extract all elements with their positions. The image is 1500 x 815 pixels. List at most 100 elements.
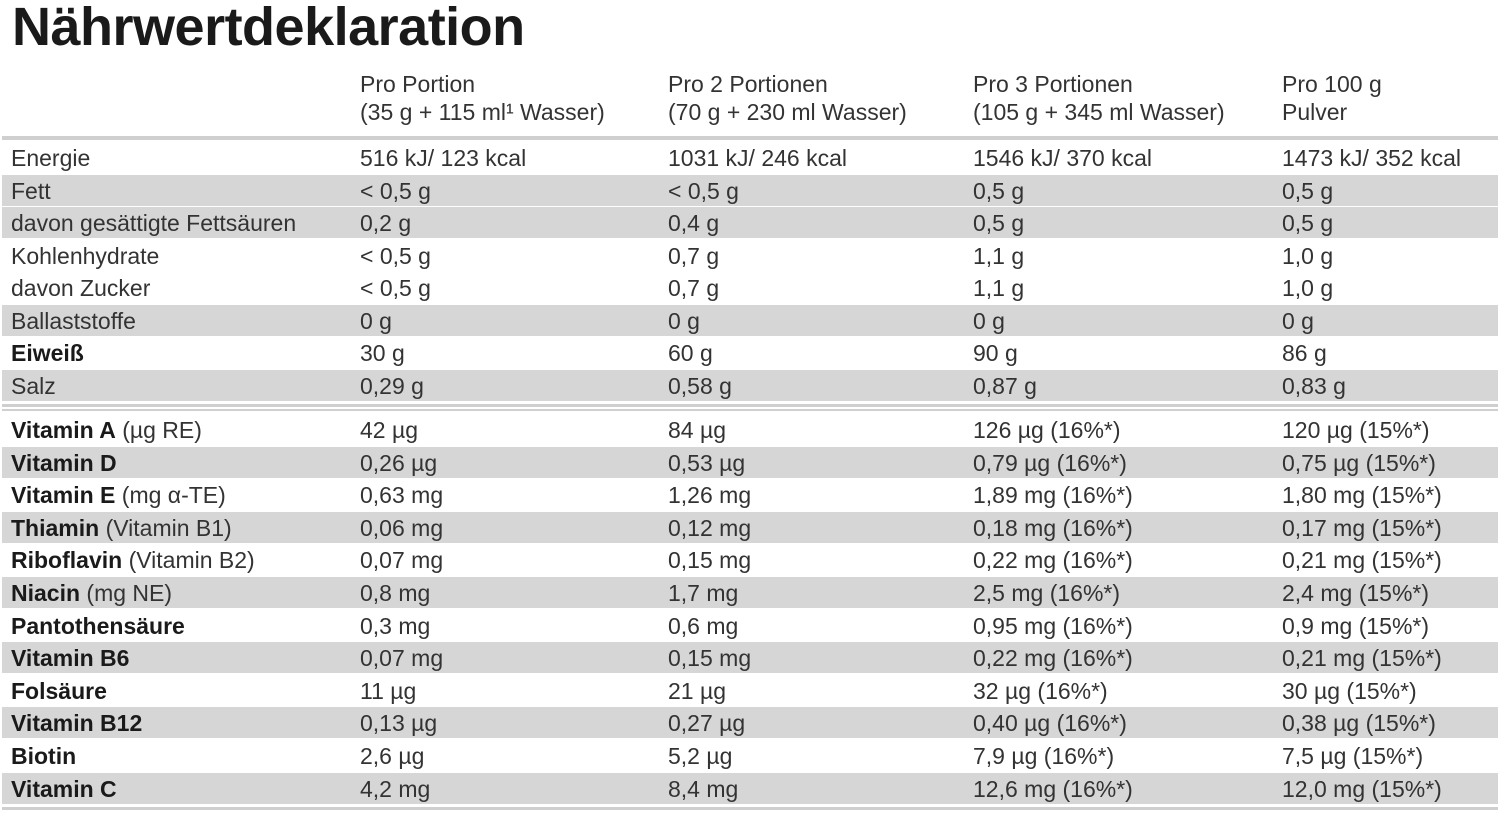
value-cell: 0 g (668, 307, 700, 334)
value-cell: 1031 kJ/ 246 kcal (668, 145, 848, 171)
value-cell: 0,75 µg (15%*) (1282, 449, 1436, 476)
value-cell: 0,95 mg (16%*) (973, 612, 1133, 639)
row-label: davon Zucker (11, 272, 150, 303)
row-label: Salz (11, 370, 56, 401)
value-cell: 0,22 mg (16%*) (973, 547, 1133, 574)
row-label: Vitamin C (11, 773, 117, 804)
column-header: Pro 100 g (1282, 71, 1382, 97)
title: Nährwertdeklaration (12, 0, 525, 57)
table-row: davon gesättigte Fettsäuren 0,2 g 0,4 g 0,5… (2, 207, 1498, 238)
value-cell: 7,9 µg (16%*) (973, 743, 1115, 769)
divider (2, 409, 1498, 411)
value-cell: 120 µg (15%*) (1282, 417, 1430, 443)
value-cell: 0,27 µg (668, 710, 746, 737)
value-cell: 0,7 g (668, 275, 720, 301)
row-label: Energie (11, 142, 90, 173)
row-label: Pantothensäure (11, 610, 185, 641)
table-row: Vitamin B12 0,13 µg 0,27 µg 0,40 µg (16%*) 0… (2, 707, 1498, 739)
value-cell: 1473 kJ/ 352 kcal (1282, 145, 1462, 171)
row-label: Biotin (11, 740, 76, 771)
label-name: Energie (11, 145, 91, 171)
divider (2, 404, 1498, 407)
value-cell: 516 kJ/ 123 kcal (360, 145, 527, 171)
value-cell: 1,1 g (973, 275, 1025, 301)
column-subheader: (70 g + 230 ml Wasser) (668, 99, 907, 125)
value-cell: 1,7 mg (668, 580, 739, 606)
value-cell: 5,2 µg (668, 743, 733, 769)
row-label: Niacin (mg NE) (11, 577, 172, 608)
label-note: (Vitamin B1) (105, 514, 232, 541)
value-cell: 1,80 mg (15%*) (1282, 482, 1442, 509)
table-row: Energie 516 kJ/ 123 kcal 1031 kJ/ 246 kcal… (2, 142, 1498, 173)
value-cell: 0,5 g (1282, 177, 1334, 204)
value-cell: 1,0 g (1282, 242, 1334, 269)
value-cell: 0,87 g (973, 372, 1037, 399)
value-cell: < 0,5 g (360, 275, 431, 301)
table-row: Kohlenhydrate < 0,5 g 0,7 g 1,1 g 1,0 g (2, 240, 1498, 271)
value-cell: 12,6 mg (16%*) (973, 775, 1133, 802)
table-row: Thiamin (Vitamin B1) 0,06 mg 0,12 mg 0,18 m… (2, 511, 1498, 543)
value-cell: 30 µg (15%*) (1282, 677, 1417, 704)
value-cell: 21 µg (668, 677, 727, 704)
value-cell: 32 µg (16%*) (973, 677, 1108, 704)
value-cell: 7,5 µg (15%*) (1282, 743, 1424, 769)
value-cell: 0,83 g (1282, 372, 1346, 399)
table-row: Niacin (mg NE) 0,8 mg 1,7 mg 2,5 mg (16%*) 2… (2, 577, 1498, 608)
row-label: Kohlenhydrate (11, 240, 159, 271)
value-cell: 0,17 mg (15%*) (1282, 514, 1442, 541)
row-label: Eiweiß (11, 337, 84, 368)
value-cell: 30 g (360, 340, 405, 366)
value-cell: 60 g (668, 340, 713, 366)
value-cell: 0,38 µg (15%*) (1282, 710, 1436, 737)
value-cell: < 0,5 g (360, 177, 431, 204)
label-name: Salz (11, 372, 56, 399)
label-name: Vitamin D (11, 449, 117, 476)
row-label: Folsäure (11, 675, 107, 706)
table-row: davon Zucker < 0,5 g 0,7 g 1,1 g 1,0 g (2, 272, 1498, 303)
label-name: Niacin (11, 580, 81, 606)
value-cell: 0,5 g (973, 210, 1025, 236)
column-header: Pro 2 Portionen (668, 71, 828, 97)
label-name: Vitamin E (11, 482, 116, 509)
column-header: Pro Portion (360, 71, 476, 97)
value-cell: 1,26 mg (668, 482, 752, 509)
value-cell: 0,6 mg (668, 612, 739, 639)
value-cell: 0,7 g (668, 242, 720, 269)
value-cell: 1,1 g (973, 242, 1025, 269)
value-cell: 0 g (360, 307, 392, 334)
value-cell: 90 g (973, 340, 1018, 366)
value-cell: 0 g (1282, 307, 1314, 334)
divider (2, 807, 1498, 810)
value-cell: < 0,5 g (668, 177, 739, 204)
label-note: (mg α-TE) (121, 482, 226, 509)
value-cell: 0,9 mg (15%*) (1282, 612, 1430, 639)
table-row: Vitamin C 4,2 mg 8,4 mg 12,6 mg (16%*) 12,0 … (2, 772, 1498, 804)
label-name: Biotin (11, 743, 77, 769)
label-name: Riboflavin (11, 547, 123, 574)
column-subheader: (105 g + 345 ml Wasser) (973, 99, 1225, 125)
value-cell: 0,26 µg (360, 449, 438, 476)
value-cell: 12,0 mg (15%*) (1282, 775, 1442, 802)
value-cell: 0,07 mg (360, 645, 444, 672)
label-name: davon gesättigte Fettsäuren (11, 210, 297, 236)
value-cell: 0,79 µg (16%*) (973, 449, 1127, 476)
value-cell: 1546 kJ/ 370 kcal (973, 145, 1153, 171)
value-cell: 1,0 g (1282, 275, 1334, 301)
row-label: Vitamin A (µg RE) (11, 414, 202, 445)
value-cell: 0,63 mg (360, 482, 444, 509)
value-cell: 0,5 g (973, 177, 1025, 204)
table-row: Ballaststoffe 0 g 0 g 0 g 0 g (2, 304, 1498, 336)
table-row: Salz 0,29 g 0,58 g 0,87 g 0,83 g (2, 369, 1498, 401)
column-subheader: Pulver (1282, 99, 1348, 125)
label-name: Folsäure (11, 677, 107, 704)
label-note: (mg NE) (86, 580, 173, 606)
row-label: Riboflavin (Vitamin B2) (11, 544, 255, 575)
label-name: Vitamin A (11, 417, 116, 443)
label-name: Vitamin B6 (11, 645, 130, 672)
label-name: Fett (11, 177, 51, 204)
value-cell: 42 µg (360, 417, 419, 443)
row-label: Thiamin (Vitamin B1) (11, 512, 232, 543)
value-cell: 84 µg (668, 417, 727, 443)
table-row: Biotin 2,6 µg 5,2 µg 7,9 µg (16%*) 7,5 µg (1… (2, 740, 1498, 771)
